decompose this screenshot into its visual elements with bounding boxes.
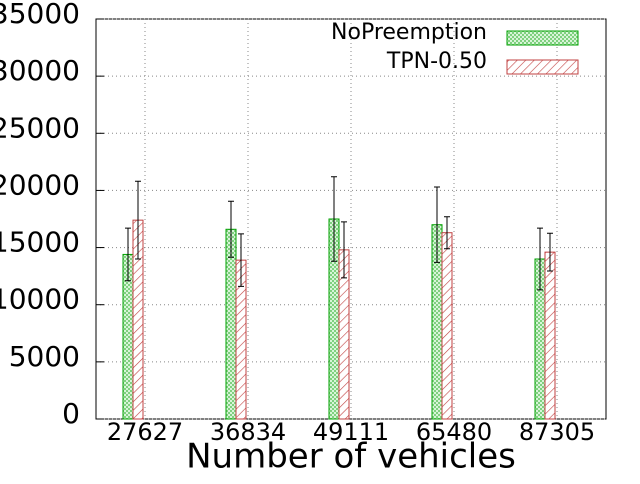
legend-swatch [506, 30, 579, 46]
y-tick-label: 15000 [0, 226, 80, 259]
x-tick-label: 65480 [416, 418, 492, 446]
y-tick-label: 0 [62, 397, 80, 430]
error-bar [331, 176, 337, 262]
legend-label: TPN-0.50 [386, 49, 487, 74]
error-bar [228, 200, 234, 258]
legend-swatch [506, 59, 579, 75]
error-bar [125, 227, 131, 282]
x-axis-label: Number of vehicles [186, 437, 516, 477]
y-tick-label: 30000 [0, 54, 80, 87]
x-tick-label: 27627 [107, 418, 183, 446]
y-tick-label: 25000 [0, 111, 80, 144]
error-bar [547, 232, 553, 272]
bar [441, 232, 453, 420]
error-bar [341, 221, 347, 279]
x-tick-label: 49111 [313, 418, 389, 446]
error-bar [238, 233, 244, 287]
x-tick-label: 36834 [210, 418, 286, 446]
y-tick-label: 35000 [0, 0, 80, 30]
y-tick-label: 5000 [9, 340, 80, 373]
error-bar [444, 216, 450, 250]
x-tick-label: 87305 [519, 418, 595, 446]
error-bar [537, 227, 543, 291]
error-bar [434, 186, 440, 263]
y-tick-label: 20000 [0, 168, 80, 201]
bar [544, 251, 556, 420]
error-bar [135, 180, 141, 260]
legend-label: NoPreemption [331, 20, 487, 45]
y-tick-label: 10000 [0, 283, 80, 316]
